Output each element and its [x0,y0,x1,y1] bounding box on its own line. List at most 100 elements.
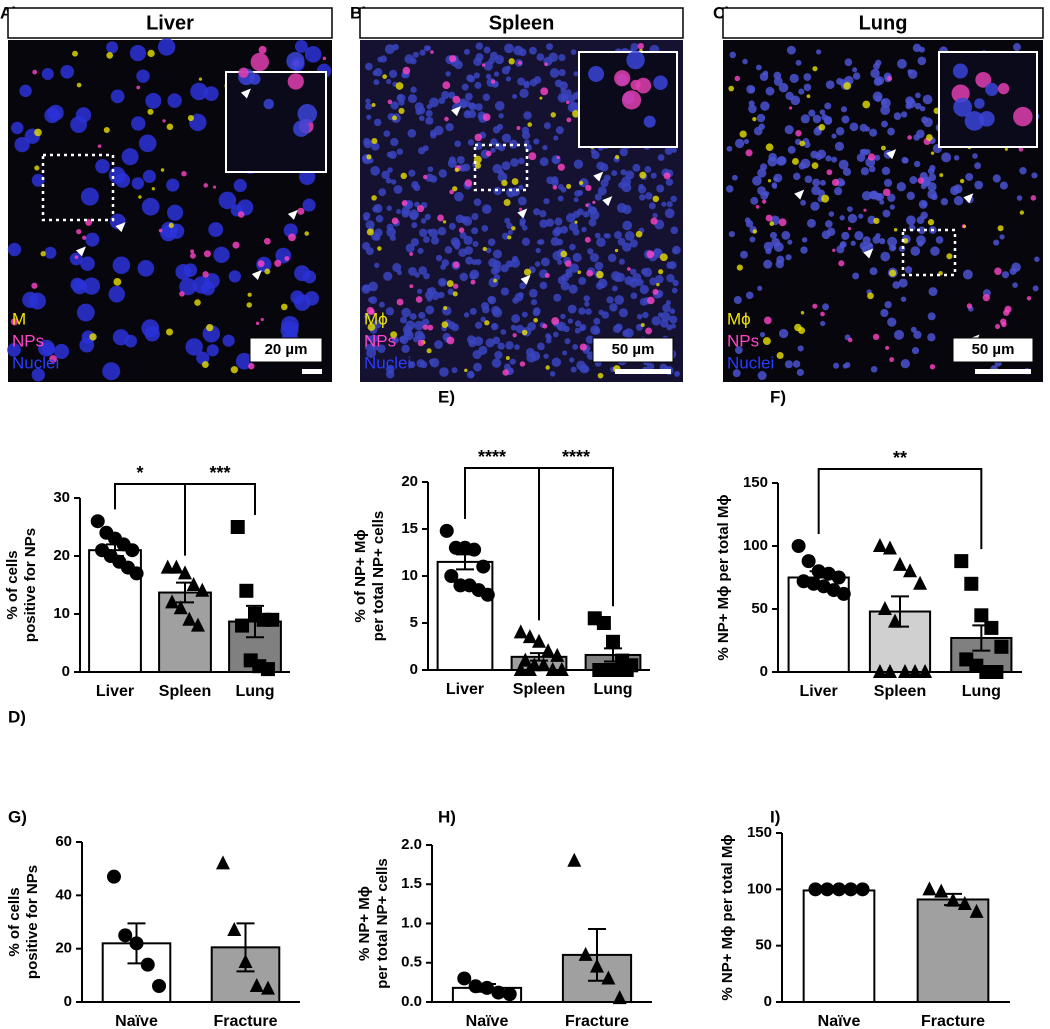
nucleus [365,98,371,104]
nucleus [850,240,856,246]
data-point [467,542,482,557]
nucleus [913,160,921,168]
particle [843,82,852,90]
nucleus [418,311,426,319]
nucleus [303,270,317,284]
nucleus [881,98,887,105]
nucleus [294,40,308,53]
nucleus [808,109,816,117]
nucleus [883,178,893,187]
nucleus [858,213,864,219]
particle [484,320,490,326]
data-point [230,520,245,534]
particle [89,333,97,341]
inset-cell [985,82,999,96]
nucleus [821,114,828,121]
nucleus [31,368,45,382]
nucleus [488,258,498,268]
nucleus [505,65,511,71]
legend-text: M [12,309,26,328]
nucleus [473,198,482,207]
nucleus [567,304,577,314]
data-point [480,587,495,602]
nucleus [385,177,392,184]
nucleus [671,147,677,153]
nucleus [597,278,608,289]
nucleus [568,284,578,294]
nucleus [927,189,937,199]
nucleus [573,197,579,203]
nucleus [834,141,845,151]
nucleus [600,179,609,188]
nucleus [467,139,475,146]
significance-label: *** [209,463,230,483]
particle [585,184,592,192]
particle [550,112,556,118]
particle [453,283,459,289]
data-point [227,922,242,936]
scale-label-box [952,337,1034,363]
nucleus [461,83,469,91]
nucleus [583,295,590,302]
data-point [954,554,969,569]
nucleus [570,49,577,55]
y-axis-label: % of cells [4,550,21,619]
particle [162,119,166,123]
nucleus [596,237,606,247]
nucleus [726,145,733,152]
nucleus [894,329,905,340]
nucleus [386,223,394,231]
particle [187,114,194,122]
scale-bar [615,369,671,374]
nucleus [213,246,230,264]
nucleus [904,266,913,274]
particle [752,229,758,234]
particle [147,108,154,115]
nucleus [759,72,769,81]
significance-label: ** [893,448,907,468]
nucleus [781,230,791,240]
nucleus [487,238,496,247]
particle [482,246,487,252]
nucleus [874,154,881,161]
nucleus [392,43,399,51]
particle [507,235,512,240]
nucleus [497,123,504,130]
particle [778,218,787,227]
data-point [893,556,907,571]
nucleus [468,371,475,378]
data-point [522,629,537,644]
particle [1000,318,1007,325]
y-tick-label: 0.0 [401,993,422,1010]
particle [76,228,82,235]
particle [264,268,271,275]
nucleus [831,156,838,163]
y-axis-label: % NP+ Mϕ [356,886,373,961]
nucleus [828,211,835,217]
nucleus [458,248,467,257]
nucleus [439,367,449,377]
nucleus [435,254,443,262]
nucleus [572,344,579,350]
nucleus [364,62,373,71]
nucleus [366,347,377,358]
y-tick-label: 50 [755,937,772,954]
nucleus [670,195,678,203]
nucleus [778,328,789,339]
particle [635,230,643,238]
particle [893,228,898,232]
nucleus [798,88,805,95]
nucleus [463,110,472,119]
nucleus [660,319,669,328]
particle [248,362,255,370]
nucleus [622,220,633,231]
data-point [831,570,846,585]
data-point [439,523,454,538]
nucleus [465,256,474,265]
nucleus [414,330,424,340]
data-point [261,980,276,995]
x-tick-label: Liver [96,683,134,700]
particle [422,324,429,330]
nucleus [409,212,418,221]
nucleus [505,341,514,350]
